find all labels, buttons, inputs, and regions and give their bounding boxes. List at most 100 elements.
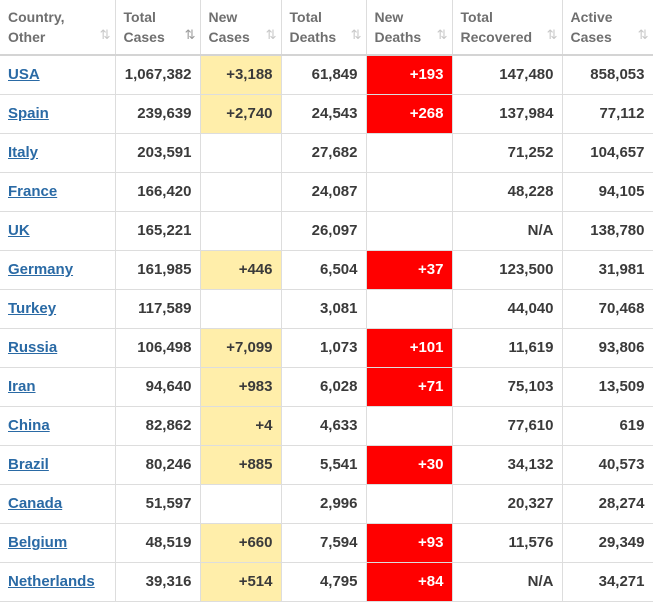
sort-active-icon[interactable]: ⇅ [184, 27, 196, 42]
total-deaths-cell: 3,081 [281, 289, 367, 329]
new-deaths-cell: +101 [366, 328, 453, 368]
new-deaths-cell [366, 289, 453, 329]
total-deaths-cell: 2,996 [281, 484, 367, 524]
country-link[interactable]: France [8, 183, 58, 200]
header-total-recovered[interactable]: Total Recovered ⇅ [452, 0, 563, 56]
active-cases-cell: 619 [562, 406, 653, 446]
new-deaths-cell [366, 211, 453, 251]
total-cases-cell: 203,591 [115, 133, 201, 173]
total-deaths-cell: 4,795 [281, 562, 367, 602]
header-label-line1: New [374, 9, 404, 25]
new-cases-cell [200, 484, 282, 524]
active-cases-cell: 70,468 [562, 289, 653, 329]
header-label-line1: Active [570, 9, 613, 25]
header-active-cases[interactable]: Active Cases ⇅ [562, 0, 653, 56]
country-cell: USA [0, 55, 116, 95]
country-link[interactable]: UK [8, 222, 30, 239]
total-deaths-cell: 24,087 [281, 172, 367, 212]
total-recovered-cell: 123,500 [452, 250, 563, 290]
new-cases-cell: +7,099 [200, 328, 282, 368]
header-total-cases[interactable]: Total Cases ⇅ [115, 0, 201, 56]
country-link[interactable]: Canada [8, 495, 63, 512]
sort-icon[interactable]: ⇅ [265, 27, 277, 42]
total-recovered-cell: 44,040 [452, 289, 563, 329]
total-cases-cell: 239,639 [115, 94, 201, 134]
table-row: Russia 106,498 +7,099 1,073 +101 11,619 93,806 [0, 328, 653, 368]
total-recovered-cell: N/A [452, 211, 563, 251]
total-deaths-cell: 7,594 [281, 523, 367, 563]
active-cases-cell: 858,053 [562, 55, 653, 95]
active-cases-cell: 29,349 [562, 523, 653, 563]
sort-icon[interactable]: ⇅ [546, 27, 558, 42]
total-recovered-cell: 137,984 [452, 94, 563, 134]
sort-icon[interactable]: ⇅ [350, 27, 362, 42]
new-cases-cell: +4 [200, 406, 282, 446]
country-cell: Belgium [0, 523, 116, 563]
country-link[interactable]: Iran [8, 378, 36, 395]
country-cell: France [0, 172, 116, 212]
new-deaths-cell [366, 133, 453, 173]
header-label-line2: Cases [570, 29, 612, 45]
country-link[interactable]: USA [8, 66, 40, 84]
new-cases-cell: +514 [200, 562, 282, 602]
total-cases-cell: 80,246 [115, 445, 201, 485]
header-total-deaths[interactable]: Total Deaths ⇅ [281, 0, 367, 56]
total-cases-cell: 48,519 [115, 523, 201, 563]
country-link[interactable]: Russia [8, 339, 58, 356]
new-deaths-cell: +71 [366, 367, 453, 407]
total-recovered-cell: 34,132 [452, 445, 563, 485]
country-link[interactable]: Spain [8, 105, 49, 122]
active-cases-cell: 138,780 [562, 211, 653, 251]
country-link[interactable]: Germany [8, 261, 74, 278]
total-deaths-cell: 6,504 [281, 250, 367, 290]
table-row: Italy 203,591 27,682 71,252 104,657 [0, 133, 653, 173]
new-cases-cell: +660 [200, 523, 282, 563]
country-cell: Brazil [0, 445, 116, 485]
table-row: France 166,420 24,087 48,228 94,105 [0, 172, 653, 212]
new-cases-cell [200, 211, 282, 251]
new-cases-cell: +2,740 [200, 94, 282, 134]
table-row: Iran 94,640 +983 6,028 +71 75,103 13,509 [0, 367, 653, 407]
total-cases-cell: 1,067,382 [115, 55, 201, 95]
new-cases-cell: +885 [200, 445, 282, 485]
active-cases-cell: 77,112 [562, 94, 653, 134]
header-new-deaths[interactable]: New Deaths ⇅ [366, 0, 453, 56]
header-label-line1: New [208, 9, 238, 25]
new-deaths-cell: +268 [366, 94, 453, 134]
total-deaths-cell: 5,541 [281, 445, 367, 485]
country-link[interactable]: Belgium [8, 534, 68, 551]
country-link[interactable]: Turkey [8, 300, 57, 317]
total-deaths-cell: 4,633 [281, 406, 367, 446]
total-recovered-cell: N/A [452, 562, 563, 602]
country-link[interactable]: Italy [8, 144, 39, 161]
new-deaths-cell [366, 172, 453, 212]
total-cases-cell: 106,498 [115, 328, 201, 368]
sort-icon[interactable]: ⇅ [637, 27, 649, 42]
total-recovered-cell: 75,103 [452, 367, 563, 407]
country-link[interactable]: Netherlands [8, 573, 95, 590]
country-cell: Iran [0, 367, 116, 407]
new-deaths-cell [366, 406, 453, 446]
header-label-line2: Deaths [374, 29, 422, 45]
total-recovered-cell: 11,576 [452, 523, 563, 563]
header-label-line1: Total [289, 9, 322, 25]
header-new-cases[interactable]: New Cases ⇅ [200, 0, 282, 56]
sort-icon[interactable]: ⇅ [436, 27, 448, 42]
total-cases-cell: 161,985 [115, 250, 201, 290]
sort-icon[interactable]: ⇅ [99, 27, 111, 42]
country-link[interactable]: China [8, 417, 50, 434]
new-cases-cell [200, 133, 282, 173]
total-deaths-cell: 27,682 [281, 133, 367, 173]
country-cell: China [0, 406, 116, 446]
active-cases-cell: 34,271 [562, 562, 653, 602]
country-cell: Italy [0, 133, 116, 173]
active-cases-cell: 28,274 [562, 484, 653, 524]
header-country[interactable]: Country, Other ⇅ [0, 0, 116, 56]
table-row: Germany 161,985 +446 6,504 +37 123,500 31,981 [0, 250, 653, 290]
total-recovered-cell: 11,619 [452, 328, 563, 368]
total-cases-cell: 94,640 [115, 367, 201, 407]
total-cases-cell: 82,862 [115, 406, 201, 446]
country-link[interactable]: Brazil [8, 456, 49, 473]
active-cases-cell: 40,573 [562, 445, 653, 485]
